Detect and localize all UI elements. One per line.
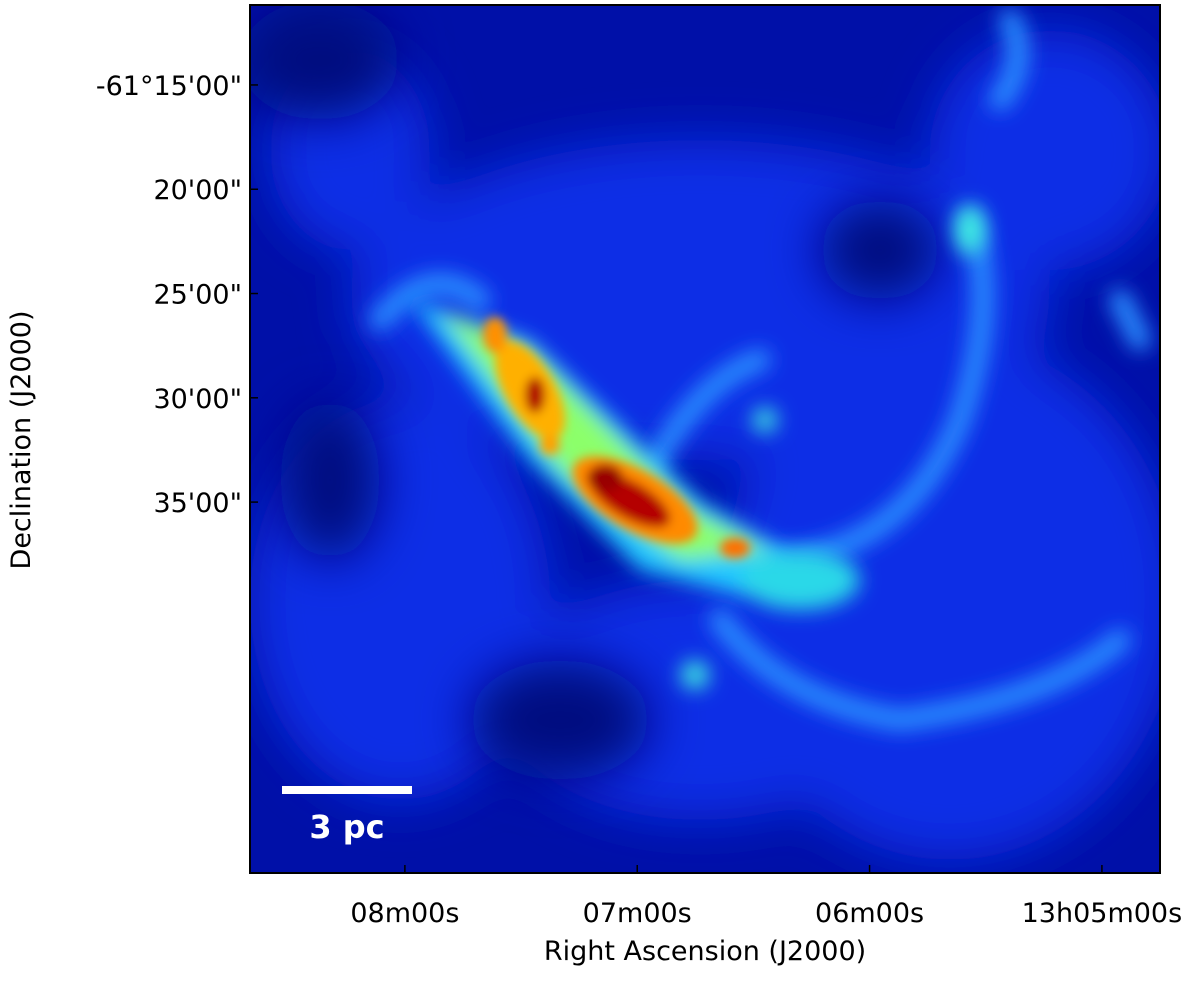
plot-frame: [249, 4, 1161, 874]
image: 3 pc: [250, 5, 1160, 873]
scale-label: 3 pc: [309, 808, 384, 846]
y-tick-label: 20'00": [153, 175, 242, 206]
x-tick-label: 07m00s: [583, 898, 692, 929]
y-tick-label: 30'00": [153, 384, 242, 415]
y-tick-label: -61°15'00": [96, 71, 242, 102]
y-tick-label: 35'00": [153, 488, 242, 519]
y-tick-label: 25'00": [153, 280, 242, 311]
x-tick-label: 08m00s: [350, 898, 459, 929]
x-tick-label: 13h05m00s: [1022, 898, 1183, 929]
y-axis-label: Declination (J2000): [6, 311, 37, 570]
x-tick-label: 06m00s: [815, 898, 924, 929]
x-axis-label: Right Ascension (J2000): [544, 936, 866, 967]
